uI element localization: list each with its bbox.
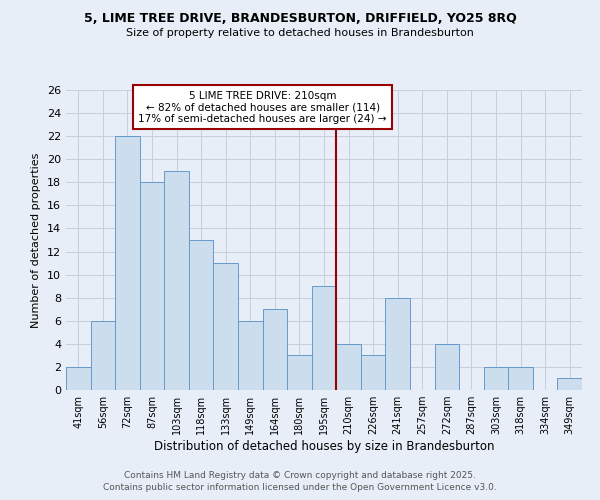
Text: Size of property relative to detached houses in Brandesburton: Size of property relative to detached ho… — [126, 28, 474, 38]
Bar — [238, 321, 263, 390]
Text: Contains public sector information licensed under the Open Government Licence v3: Contains public sector information licen… — [103, 484, 497, 492]
Bar — [484, 367, 508, 390]
Bar — [312, 286, 336, 390]
Bar — [336, 344, 361, 390]
Y-axis label: Number of detached properties: Number of detached properties — [31, 152, 41, 328]
Bar — [385, 298, 410, 390]
Bar — [434, 344, 459, 390]
Bar — [508, 367, 533, 390]
Bar — [164, 171, 189, 390]
Bar — [189, 240, 214, 390]
Bar — [287, 356, 312, 390]
Bar — [263, 309, 287, 390]
Text: Contains HM Land Registry data © Crown copyright and database right 2025.: Contains HM Land Registry data © Crown c… — [124, 471, 476, 480]
Bar — [140, 182, 164, 390]
Bar — [361, 356, 385, 390]
Bar — [66, 367, 91, 390]
Text: 5, LIME TREE DRIVE, BRANDESBURTON, DRIFFIELD, YO25 8RQ: 5, LIME TREE DRIVE, BRANDESBURTON, DRIFF… — [83, 12, 517, 26]
Bar — [557, 378, 582, 390]
Bar — [214, 263, 238, 390]
Bar — [115, 136, 140, 390]
Bar — [91, 321, 115, 390]
X-axis label: Distribution of detached houses by size in Brandesburton: Distribution of detached houses by size … — [154, 440, 494, 453]
Text: 5 LIME TREE DRIVE: 210sqm
← 82% of detached houses are smaller (114)
17% of semi: 5 LIME TREE DRIVE: 210sqm ← 82% of detac… — [139, 90, 387, 124]
